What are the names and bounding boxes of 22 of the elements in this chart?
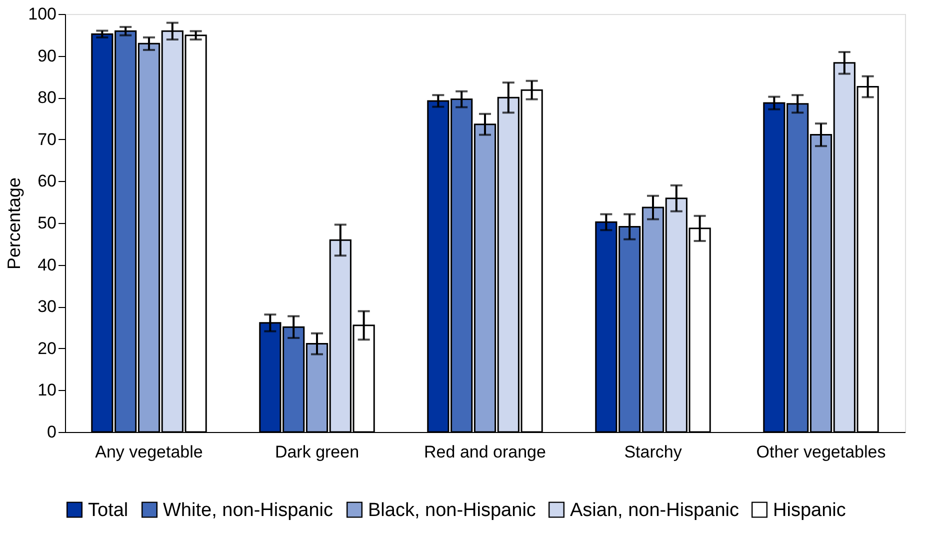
y-tick-label: 30 bbox=[38, 297, 56, 316]
legend-label: Asian, non-Hispanic bbox=[570, 500, 739, 521]
y-tick-label: 50 bbox=[38, 214, 56, 232]
legend-label: Total bbox=[88, 500, 128, 521]
y-axis-title: Percentage bbox=[4, 177, 24, 270]
y-tick-label: 0 bbox=[47, 422, 56, 442]
y-tick-label: 70 bbox=[38, 130, 56, 149]
y-tick-label: 20 bbox=[38, 338, 56, 358]
x-tick-label: Starchy bbox=[624, 442, 682, 462]
legend-label: White, non-Hispanic bbox=[163, 500, 334, 521]
y-tick-label: 90 bbox=[38, 46, 56, 66]
x-tick-label: Red and orange bbox=[424, 442, 546, 462]
y-tick-label: 100 bbox=[28, 4, 56, 24]
y-tick-label: 40 bbox=[38, 255, 56, 274]
x-tick-label: Dark green bbox=[274, 442, 360, 462]
y-tick-label: 10 bbox=[38, 380, 56, 400]
x-tick-label: Any vegetable bbox=[95, 442, 203, 462]
legend-label: Black, non-Hispanic bbox=[368, 500, 536, 521]
legend-label: Hispanic bbox=[773, 500, 846, 521]
y-tick-label: 60 bbox=[38, 172, 56, 191]
y-tick-label: 80 bbox=[38, 88, 56, 108]
x-tick-label: Other vegetables bbox=[756, 442, 886, 462]
